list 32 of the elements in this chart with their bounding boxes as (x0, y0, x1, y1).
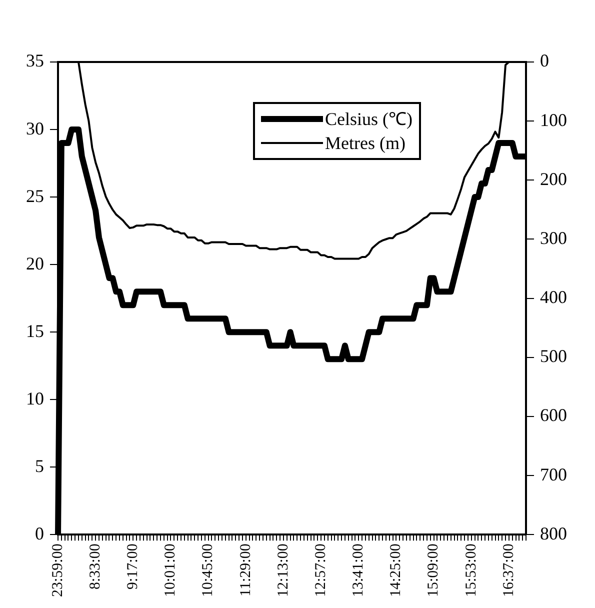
x-tick-label: 23:59:00 (50, 544, 66, 598)
y2-tick-label: 300 (540, 228, 567, 248)
x-tick-label: 10:01:00 (162, 544, 179, 598)
y2-tick-label: 200 (540, 168, 567, 189)
x-tick-label: 15:53:00 (463, 544, 480, 598)
y2-tick-label: 400 (540, 287, 567, 308)
y2-tick-label: 700 (540, 464, 567, 484)
legend-label: Metres (m) (325, 132, 406, 155)
y2-tick-label: 0 (540, 50, 549, 71)
x-tick-label: 12:57:00 (312, 544, 329, 598)
y-tick-label: 30 (26, 118, 44, 138)
y2-tick-label: 100 (540, 110, 567, 130)
y2-tick-label: 600 (540, 405, 567, 426)
y-tick-label: 5 (35, 456, 44, 476)
x-tick-label: 16:37:00 (500, 544, 517, 598)
y-tick-label: 0 (35, 523, 44, 544)
x-tick-label: 12:13:00 (275, 544, 292, 598)
y-tick-label: 15 (26, 320, 44, 341)
x-tick-label: 15:09:00 (426, 544, 442, 598)
y-tick-label: 20 (26, 253, 44, 274)
x-tick-label: 10:45:00 (200, 544, 216, 598)
x-tick-label: 13:41:00 (350, 544, 367, 598)
legend-label: Celsius (℃) (325, 108, 412, 131)
x-tick-label: 8:33:00 (88, 544, 104, 590)
y-tick-label: 35 (26, 50, 44, 71)
y2-tick-label: 800 (540, 523, 567, 544)
x-tick-label: 14:25:00 (388, 544, 404, 598)
y2-tick-label: 500 (540, 346, 567, 366)
y-tick-label: 25 (26, 186, 44, 206)
x-tick-label: 11:29:00 (238, 544, 254, 596)
x-tick-label: 9:17:00 (125, 544, 142, 590)
y-tick-label: 10 (26, 388, 44, 408)
